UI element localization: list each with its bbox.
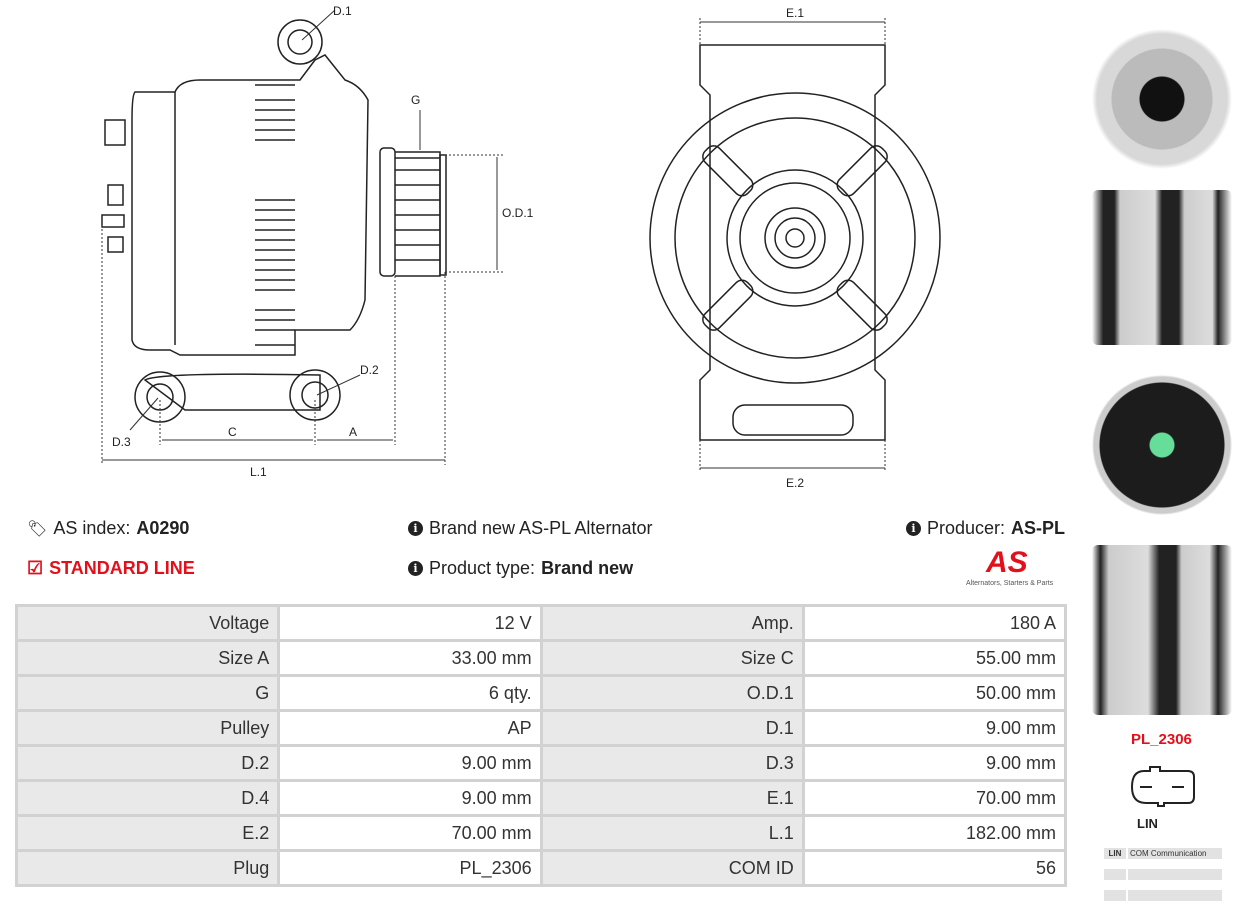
spec-value: 70.00 mm <box>277 814 543 852</box>
product-photo-side-2 <box>1092 545 1232 715</box>
spec-row: Size A 33.00 mm Size C 55.00 mm <box>14 639 1068 677</box>
spec-label: E.1 <box>539 779 805 817</box>
tags-icon: 🏷︎ <box>27 520 48 538</box>
spec-label: Amp. <box>539 604 805 642</box>
spec-label: Voltage <box>14 604 281 642</box>
pin-name <box>1104 869 1126 880</box>
label-d1: D.1 <box>333 4 352 18</box>
pin-description: COM Communication <box>1128 848 1222 859</box>
spec-value: PL_2306 <box>277 849 543 887</box>
spec-label: D.1 <box>539 709 805 747</box>
info-icon: i <box>408 561 423 576</box>
spec-value: 33.00 mm <box>277 639 543 677</box>
spec-table: Voltage 12 V Amp. 180 A Size A 33.00 mm Size C… <box>14 604 1068 887</box>
as-index: 🏷︎ AS index: A0290 <box>27 518 189 539</box>
spec-label: G <box>14 674 281 712</box>
spec-label: L.1 <box>539 814 805 852</box>
spec-value: 9.00 mm <box>801 709 1068 747</box>
pin-name <box>1104 890 1126 901</box>
producer-value: AS-PL <box>1011 518 1066 538</box>
spec-value: 9.00 mm <box>801 744 1068 782</box>
product-photo-side <box>1092 190 1232 345</box>
spec-value: 55.00 mm <box>801 639 1068 677</box>
checkbox-icon: ☑ <box>27 558 44 578</box>
as-pl-logo: AS Alternators, Starters & Parts <box>966 546 1066 587</box>
spec-row: E.2 70.00 mm L.1 182.00 mm <box>14 814 1068 852</box>
spec-value: 180 A <box>801 604 1068 642</box>
connector-pin-row: LIN COM Communication <box>1104 848 1222 859</box>
spec-label: COM ID <box>539 849 805 887</box>
spec-value: AP <box>277 709 543 747</box>
spec-row: Voltage 12 V Amp. 180 A <box>14 604 1068 642</box>
description-text: Brand new AS-PL Alternator <box>429 518 653 538</box>
front-view-drawing: E.1 E.2 <box>649 6 941 490</box>
connector-plug-icon <box>1130 766 1195 807</box>
spec-label: Pulley <box>14 709 281 747</box>
product-type: i Product type: Brand new <box>408 558 633 579</box>
label-d3: D.3 <box>112 435 131 449</box>
side-view-drawing: D.1 G O.D.1 D.2 D.3 C A L.1 <box>101 4 534 479</box>
description: i Brand new AS-PL Alternator <box>408 518 652 539</box>
spec-value: 50.00 mm <box>801 674 1068 712</box>
spec-value: 9.00 mm <box>277 779 543 817</box>
spec-value: 56 <box>801 849 1068 887</box>
label-g: G <box>411 93 420 107</box>
spec-value: 70.00 mm <box>801 779 1068 817</box>
label-e2: E.2 <box>786 476 804 490</box>
spec-row: D.2 9.00 mm D.3 9.00 mm <box>14 744 1068 782</box>
spec-label: D.4 <box>14 779 281 817</box>
product-photo-rear <box>1092 355 1232 535</box>
label-od1: O.D.1 <box>502 206 534 220</box>
label-e1: E.1 <box>786 6 804 20</box>
spec-row: Plug PL_2306 COM ID 56 <box>14 849 1068 887</box>
product-photo-front <box>1092 10 1232 188</box>
spec-row: D.4 9.00 mm E.1 70.00 mm <box>14 779 1068 817</box>
spec-label: Size C <box>539 639 805 677</box>
spec-row: Pulley AP D.1 9.00 mm <box>14 709 1068 747</box>
producer: i Producer: AS-PL <box>906 518 1065 539</box>
spec-value: 182.00 mm <box>801 814 1068 852</box>
spec-label: D.3 <box>539 744 805 782</box>
label-a: A <box>349 425 357 439</box>
connector-pin-table: LIN COM Communication <box>1104 848 1222 911</box>
pin-description <box>1128 890 1222 901</box>
spec-label: O.D.1 <box>539 674 805 712</box>
spec-value: 6 qty. <box>277 674 543 712</box>
product-type-value: Brand new <box>541 558 634 578</box>
spec-label: Plug <box>14 849 281 887</box>
standard-line: ☑ STANDARD LINE <box>27 558 195 579</box>
spec-value: 12 V <box>277 604 543 642</box>
as-index-value: A0290 <box>136 518 190 538</box>
label-l1: L.1 <box>250 465 267 479</box>
label-c: C <box>228 425 237 439</box>
spec-value: 9.00 mm <box>277 744 543 782</box>
label-d2: D.2 <box>360 363 379 377</box>
pin-description <box>1128 869 1222 880</box>
info-icon: i <box>408 521 423 536</box>
spec-label: Size A <box>14 639 281 677</box>
product-type-label: Product type: <box>429 558 536 578</box>
spec-label: D.2 <box>14 744 281 782</box>
plug-type: LIN <box>1137 816 1158 831</box>
plug-code: PL_2306 <box>1131 731 1192 748</box>
producer-label: Producer: <box>927 518 1006 538</box>
standard-line-label: STANDARD LINE <box>49 558 195 578</box>
spec-label: E.2 <box>14 814 281 852</box>
connector-pin-row <box>1104 890 1222 901</box>
as-index-label: AS index: <box>53 518 131 538</box>
info-icon: i <box>906 521 921 536</box>
pin-name: LIN <box>1104 848 1126 859</box>
connector-pin-row <box>1104 869 1222 880</box>
